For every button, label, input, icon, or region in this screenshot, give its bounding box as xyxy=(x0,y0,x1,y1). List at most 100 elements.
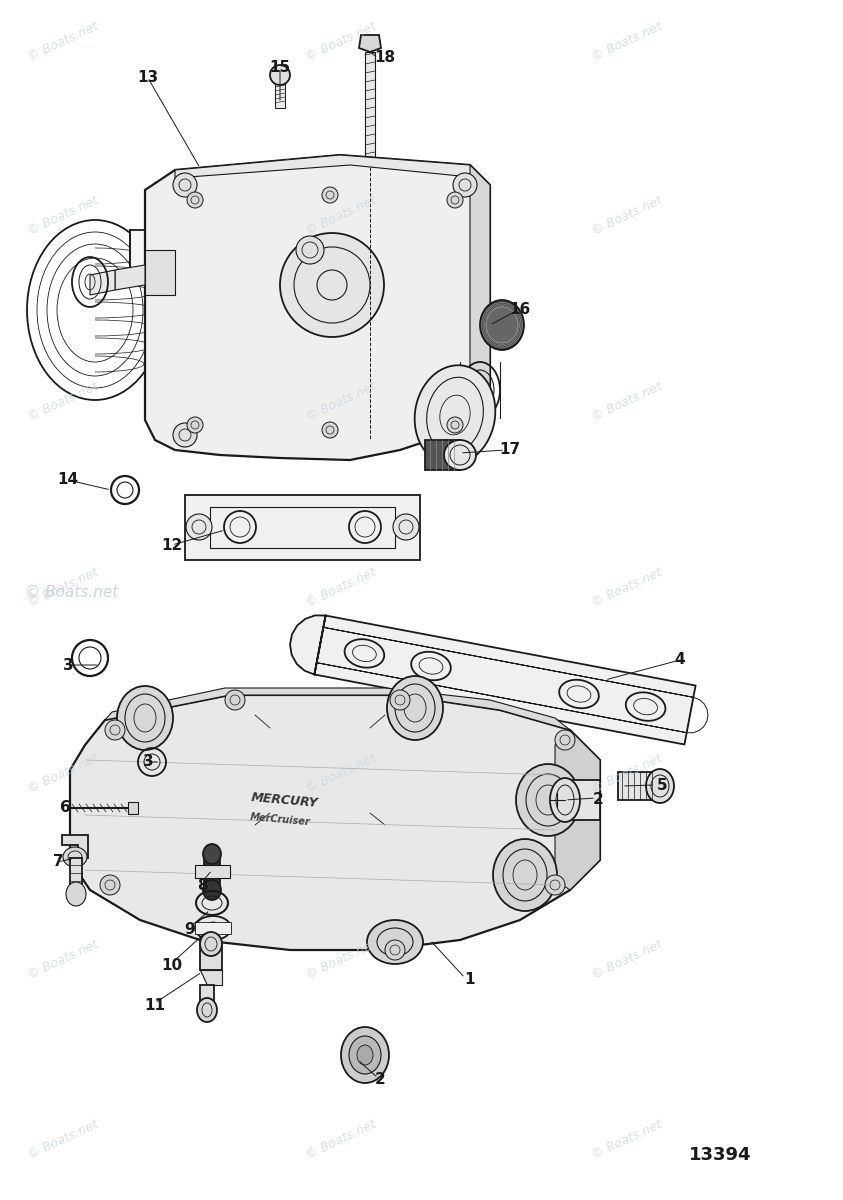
Ellipse shape xyxy=(516,764,580,836)
Text: © Boats.net: © Boats.net xyxy=(25,194,99,238)
Circle shape xyxy=(225,690,245,710)
Text: 13: 13 xyxy=(137,71,158,85)
Text: © Boats.net: © Boats.net xyxy=(590,20,664,64)
Bar xyxy=(225,330,380,410)
Text: © Boats.net: © Boats.net xyxy=(303,20,378,64)
Circle shape xyxy=(447,192,463,208)
Text: © Boats.net: © Boats.net xyxy=(303,380,378,424)
Polygon shape xyxy=(204,854,220,890)
Circle shape xyxy=(105,720,125,740)
Polygon shape xyxy=(565,780,600,820)
Text: 3: 3 xyxy=(142,755,153,769)
Text: © Boats.net: © Boats.net xyxy=(590,566,664,610)
Text: © Boats.net: © Boats.net xyxy=(25,566,99,610)
Ellipse shape xyxy=(341,1027,389,1082)
Circle shape xyxy=(453,422,477,446)
Polygon shape xyxy=(195,865,230,878)
Text: © Boats.net: © Boats.net xyxy=(25,584,118,600)
Text: © Boats.net: © Boats.net xyxy=(303,1118,378,1162)
Text: © Boats.net: © Boats.net xyxy=(303,194,378,238)
Polygon shape xyxy=(618,772,660,800)
Polygon shape xyxy=(359,35,381,52)
Text: © Boats.net: © Boats.net xyxy=(303,752,378,796)
Polygon shape xyxy=(130,220,290,275)
Ellipse shape xyxy=(117,686,173,750)
Text: © Boats.net: © Boats.net xyxy=(25,1118,99,1162)
Text: MERCURY: MERCURY xyxy=(251,791,319,810)
Polygon shape xyxy=(195,922,231,934)
Text: 9: 9 xyxy=(185,923,196,937)
Circle shape xyxy=(322,422,338,438)
Polygon shape xyxy=(105,688,570,730)
Circle shape xyxy=(100,875,120,895)
Circle shape xyxy=(270,65,290,85)
Text: 13394: 13394 xyxy=(689,1146,751,1164)
Bar xyxy=(210,506,395,548)
Text: © Boats.net: © Boats.net xyxy=(25,752,99,796)
Ellipse shape xyxy=(200,932,222,956)
Text: 10: 10 xyxy=(162,958,183,972)
Ellipse shape xyxy=(444,440,476,470)
Polygon shape xyxy=(175,155,490,185)
Text: 12: 12 xyxy=(161,538,183,552)
Polygon shape xyxy=(70,858,82,895)
Circle shape xyxy=(453,173,477,197)
Circle shape xyxy=(555,730,575,750)
Ellipse shape xyxy=(357,1045,373,1066)
Ellipse shape xyxy=(550,778,580,822)
Circle shape xyxy=(545,875,565,895)
Text: 2: 2 xyxy=(374,1073,385,1087)
Polygon shape xyxy=(128,802,138,814)
Circle shape xyxy=(390,690,410,710)
Text: MerCruiser: MerCruiser xyxy=(250,812,310,828)
Ellipse shape xyxy=(646,769,674,803)
Bar xyxy=(275,80,285,108)
Text: 17: 17 xyxy=(499,443,521,457)
Polygon shape xyxy=(115,265,145,290)
Text: © Boats.net: © Boats.net xyxy=(590,1118,664,1162)
Text: 15: 15 xyxy=(270,60,291,76)
Text: © Boats.net: © Boats.net xyxy=(303,566,378,610)
Ellipse shape xyxy=(367,920,423,964)
Polygon shape xyxy=(200,946,222,970)
Polygon shape xyxy=(425,440,460,470)
Circle shape xyxy=(296,236,324,264)
Text: © Boats.net: © Boats.net xyxy=(590,380,664,424)
Polygon shape xyxy=(200,970,222,985)
Ellipse shape xyxy=(63,847,87,866)
Text: 14: 14 xyxy=(57,473,78,487)
Polygon shape xyxy=(200,985,214,1010)
Text: 5: 5 xyxy=(657,778,668,792)
Polygon shape xyxy=(70,695,600,950)
Circle shape xyxy=(447,416,463,433)
Text: 7: 7 xyxy=(52,854,63,870)
Text: © Boats.net: © Boats.net xyxy=(25,938,99,982)
Polygon shape xyxy=(90,270,115,295)
Polygon shape xyxy=(290,616,695,744)
Bar xyxy=(235,340,370,400)
Circle shape xyxy=(187,192,203,208)
Ellipse shape xyxy=(197,998,217,1022)
Text: 3: 3 xyxy=(62,658,73,672)
Text: 16: 16 xyxy=(509,302,530,318)
Polygon shape xyxy=(62,835,88,858)
Text: 1: 1 xyxy=(464,972,475,988)
Ellipse shape xyxy=(486,307,518,343)
Circle shape xyxy=(385,940,405,960)
Ellipse shape xyxy=(493,839,557,911)
Ellipse shape xyxy=(203,844,221,864)
Polygon shape xyxy=(555,730,600,890)
Text: © Boats.net: © Boats.net xyxy=(590,938,664,982)
Bar xyxy=(185,494,420,560)
Circle shape xyxy=(200,932,220,952)
Polygon shape xyxy=(460,164,490,430)
Text: © Boats.net: © Boats.net xyxy=(25,20,99,64)
Text: 6: 6 xyxy=(60,800,70,816)
Ellipse shape xyxy=(415,365,496,464)
Text: 4: 4 xyxy=(674,653,685,667)
Bar xyxy=(365,52,375,167)
Text: © Boats.net: © Boats.net xyxy=(590,752,664,796)
Text: © Boats.net: © Boats.net xyxy=(303,938,378,982)
Ellipse shape xyxy=(349,1036,381,1074)
Bar xyxy=(255,715,385,826)
